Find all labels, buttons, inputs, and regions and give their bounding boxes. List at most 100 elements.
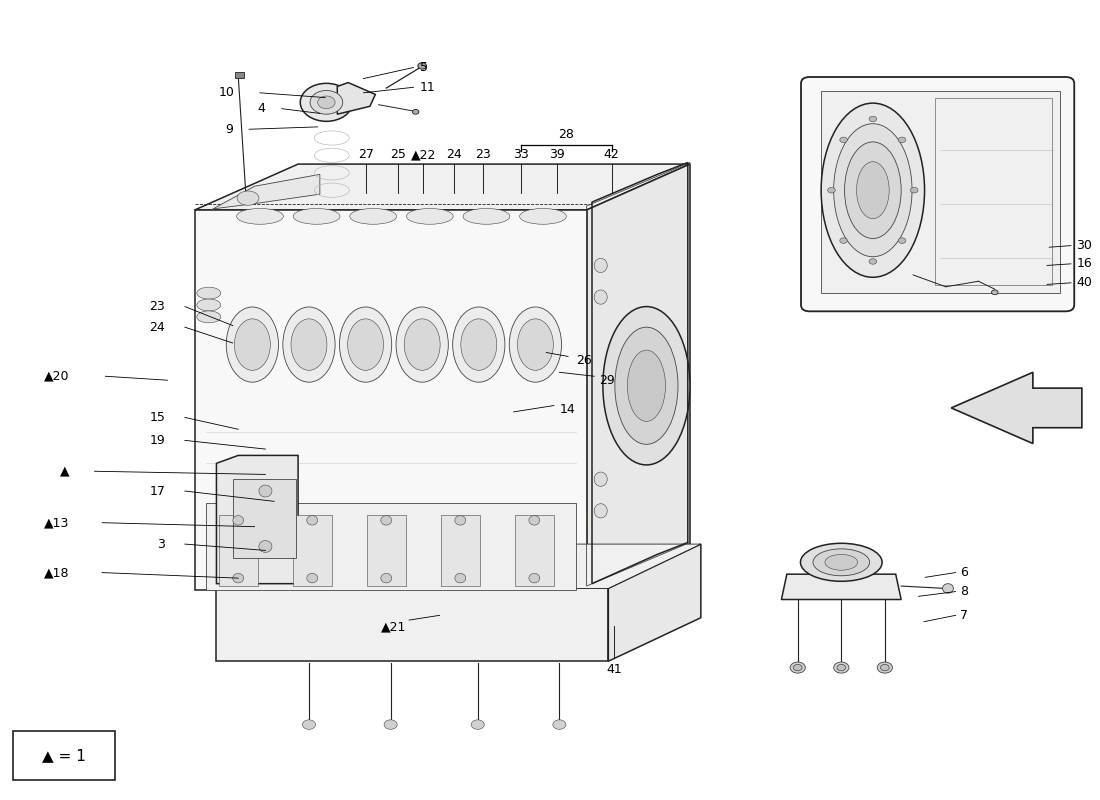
Ellipse shape	[899, 137, 906, 142]
Ellipse shape	[837, 665, 846, 670]
Text: 27: 27	[358, 148, 374, 161]
Text: ▲: ▲	[59, 465, 69, 478]
Polygon shape	[206, 503, 575, 590]
Ellipse shape	[943, 584, 954, 593]
Ellipse shape	[307, 515, 318, 525]
Text: 23: 23	[150, 300, 165, 313]
Text: a passion for parts: a passion for parts	[304, 458, 510, 478]
Text: 41: 41	[606, 663, 621, 676]
Ellipse shape	[519, 209, 566, 224]
Ellipse shape	[603, 306, 690, 465]
Text: 16: 16	[1077, 258, 1092, 270]
Ellipse shape	[418, 62, 427, 69]
Ellipse shape	[292, 319, 327, 370]
Text: 3: 3	[157, 538, 165, 550]
Ellipse shape	[839, 238, 847, 243]
Polygon shape	[338, 82, 375, 114]
Ellipse shape	[509, 307, 561, 382]
Ellipse shape	[307, 574, 318, 583]
Ellipse shape	[471, 720, 484, 730]
Ellipse shape	[381, 574, 392, 583]
Ellipse shape	[594, 504, 607, 518]
Ellipse shape	[258, 485, 272, 497]
Ellipse shape	[911, 187, 918, 193]
Polygon shape	[211, 174, 320, 210]
Ellipse shape	[813, 549, 870, 576]
Polygon shape	[195, 164, 690, 210]
Polygon shape	[195, 210, 586, 590]
Text: euroblocker: euroblocker	[257, 386, 557, 430]
Ellipse shape	[384, 720, 397, 730]
Polygon shape	[366, 514, 406, 586]
Ellipse shape	[348, 319, 384, 370]
Ellipse shape	[594, 258, 607, 273]
Polygon shape	[217, 544, 701, 589]
Text: 24: 24	[150, 321, 165, 334]
Ellipse shape	[793, 665, 802, 670]
FancyBboxPatch shape	[13, 731, 116, 780]
Ellipse shape	[553, 720, 565, 730]
Text: ▲18: ▲18	[44, 566, 69, 579]
Text: 40: 40	[1077, 276, 1092, 290]
Ellipse shape	[991, 290, 998, 294]
Ellipse shape	[350, 209, 397, 224]
Ellipse shape	[869, 116, 877, 122]
Ellipse shape	[406, 209, 453, 224]
Ellipse shape	[454, 515, 465, 525]
Ellipse shape	[197, 287, 221, 299]
Text: 19: 19	[150, 434, 165, 447]
Ellipse shape	[801, 543, 882, 582]
Text: 5: 5	[420, 61, 428, 74]
Ellipse shape	[404, 319, 440, 370]
Ellipse shape	[529, 574, 540, 583]
Ellipse shape	[839, 137, 847, 142]
Ellipse shape	[310, 90, 343, 114]
Polygon shape	[219, 514, 257, 586]
Ellipse shape	[825, 554, 858, 570]
Text: 29: 29	[600, 374, 615, 386]
Text: ▲21: ▲21	[382, 620, 407, 633]
Polygon shape	[217, 589, 608, 662]
Text: 26: 26	[575, 354, 592, 367]
Ellipse shape	[381, 515, 392, 525]
Ellipse shape	[396, 307, 449, 382]
Polygon shape	[586, 164, 690, 590]
Ellipse shape	[233, 574, 244, 583]
Text: 25: 25	[390, 148, 406, 161]
Ellipse shape	[454, 574, 465, 583]
Ellipse shape	[627, 350, 666, 422]
Ellipse shape	[857, 162, 889, 218]
Ellipse shape	[453, 307, 505, 382]
Text: 10: 10	[219, 86, 235, 99]
Ellipse shape	[869, 258, 877, 264]
Text: 11: 11	[420, 81, 436, 94]
Text: 15: 15	[150, 411, 165, 424]
Text: ▲20: ▲20	[44, 370, 69, 382]
Ellipse shape	[300, 83, 352, 122]
Ellipse shape	[790, 662, 805, 673]
Polygon shape	[781, 574, 901, 599]
Text: 39: 39	[549, 148, 565, 161]
Ellipse shape	[899, 238, 906, 243]
Text: since 1998: since 1998	[503, 511, 594, 530]
Text: 6: 6	[960, 566, 968, 579]
Ellipse shape	[594, 472, 607, 486]
Ellipse shape	[594, 290, 607, 304]
Polygon shape	[821, 91, 1060, 293]
Polygon shape	[608, 544, 701, 662]
Ellipse shape	[283, 307, 336, 382]
Text: 14: 14	[559, 403, 575, 416]
Text: 17: 17	[150, 485, 165, 498]
Polygon shape	[952, 372, 1082, 443]
Ellipse shape	[463, 209, 509, 224]
Ellipse shape	[294, 209, 340, 224]
Ellipse shape	[302, 720, 316, 730]
Text: ▲ = 1: ▲ = 1	[42, 748, 86, 763]
Polygon shape	[441, 514, 480, 586]
Ellipse shape	[234, 319, 271, 370]
Ellipse shape	[238, 191, 258, 206]
Ellipse shape	[461, 319, 497, 370]
Text: 9: 9	[224, 122, 233, 136]
Ellipse shape	[827, 187, 835, 193]
Ellipse shape	[821, 103, 925, 278]
